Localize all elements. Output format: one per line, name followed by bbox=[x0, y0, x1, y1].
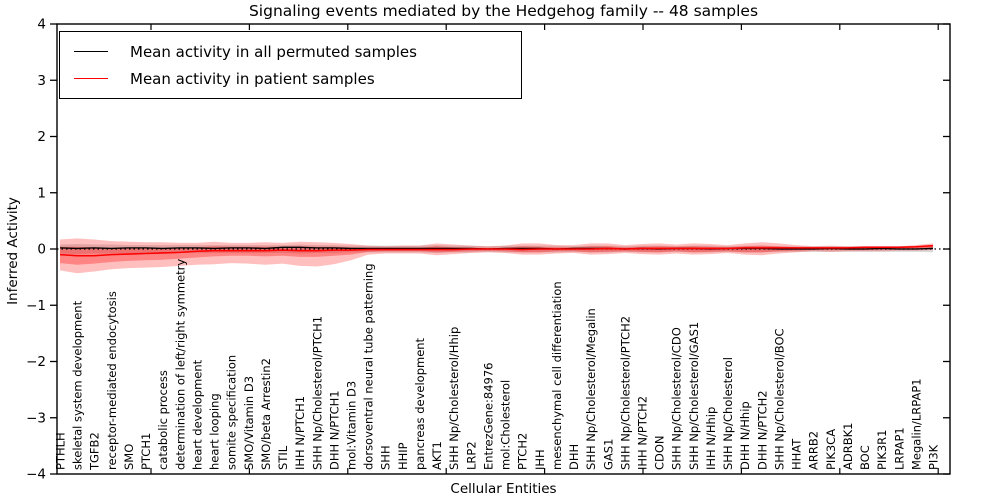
y-tick-label: 2 bbox=[37, 129, 46, 145]
y-tick-label: −2 bbox=[26, 354, 46, 370]
y-tick-label: 4 bbox=[37, 17, 46, 33]
x-category-label: AKT1 bbox=[430, 441, 444, 470]
x-category-label: SHH Np/Cholesterol/PTCH2 bbox=[618, 316, 632, 470]
x-category-label: SMO bbox=[122, 444, 136, 470]
x-category-label: HHIP bbox=[396, 442, 410, 470]
legend-item-permuted: Mean activity in all permuted samples bbox=[74, 38, 521, 65]
x-category-label: SHH Np/Cholesterol/CDO bbox=[670, 327, 684, 470]
legend-item-patient: Mean activity in patient samples bbox=[74, 65, 521, 92]
x-category-label: TGFB2 bbox=[88, 432, 102, 471]
x-category-label: mol:Cholesterol bbox=[499, 380, 513, 470]
x-category-label: IHH bbox=[533, 449, 547, 470]
x-category-label: SHH bbox=[379, 445, 393, 470]
y-tick-label: −1 bbox=[26, 298, 46, 314]
x-category-label: mol:Vitamin D3 bbox=[345, 381, 359, 470]
x-category-label: STIL bbox=[276, 445, 290, 470]
x-category-label: IHH N/Hhip bbox=[704, 407, 718, 470]
x-category-label: SHH Np/Cholesterol/Megalin bbox=[584, 308, 598, 470]
y-tick-label: −4 bbox=[26, 467, 46, 483]
x-category-label: SHH Np/Cholesterol bbox=[721, 357, 735, 470]
x-category-label: heart development bbox=[190, 359, 204, 470]
x-category-label: GAS1 bbox=[601, 439, 615, 470]
x-category-label: pancreas development bbox=[413, 337, 427, 470]
x-category-label: DHH N/PTCH1 bbox=[327, 390, 341, 470]
y-tick-label: −3 bbox=[26, 410, 46, 426]
x-category-label: mesenchymal cell differentiation bbox=[550, 281, 564, 470]
x-category-label: EntrezGene:84976 bbox=[481, 363, 495, 470]
x-category-label: heart looping bbox=[208, 393, 222, 470]
x-category-label: PTHLH bbox=[54, 432, 68, 470]
x-category-label: ADRBK1 bbox=[841, 423, 855, 470]
x-category-label: HHAT bbox=[790, 438, 804, 470]
x-category-label: LRPAP1 bbox=[892, 427, 906, 470]
x-category-label: BOC bbox=[858, 445, 872, 470]
x-category-label: DHH bbox=[567, 444, 581, 470]
patient-line-swatch bbox=[74, 78, 108, 79]
x-category-label: PIK3R1 bbox=[875, 430, 889, 471]
x-category-label: somite specification bbox=[225, 355, 239, 470]
x-category-label: SHH Np/Cholesterol/BOC bbox=[772, 328, 786, 470]
x-category-label: DHH N/Hhip bbox=[738, 401, 752, 470]
x-category-label: SMO/Vitamin D3 bbox=[242, 376, 256, 470]
x-axis-label: Cellular Entities bbox=[450, 481, 557, 497]
permuted-line-swatch bbox=[74, 51, 108, 52]
y-tick-label: 1 bbox=[37, 185, 46, 201]
x-category-label: dorsoventral neural tube patterning bbox=[362, 263, 376, 470]
x-category-label: determination of left/right symmetry bbox=[173, 259, 187, 470]
chart-title: Signaling events mediated by the Hedgeho… bbox=[248, 2, 759, 20]
x-category-label: LRP2 bbox=[464, 441, 478, 470]
x-category-label: CDON bbox=[653, 435, 667, 470]
x-category-label: SMO/beta Arrestin2 bbox=[259, 358, 273, 470]
x-category-label: DHH N/PTCH2 bbox=[755, 390, 769, 470]
legend: Mean activity in all permuted samples Me… bbox=[59, 31, 522, 99]
x-category-label: SHH Np/Cholesterol/PTCH1 bbox=[310, 316, 324, 470]
patient-mean-line bbox=[59, 244, 934, 257]
x-category-label: SHH Np/Cholesterol/Hhip bbox=[447, 327, 461, 470]
y-tick-label: 3 bbox=[37, 73, 46, 89]
x-category-label: IHH N/PTCH2 bbox=[636, 396, 650, 470]
x-category-label: IHH N/PTCH1 bbox=[293, 396, 307, 470]
legend-label-patient: Mean activity in patient samples bbox=[130, 69, 375, 88]
x-category-label: PTCH2 bbox=[516, 433, 530, 470]
y-tick-label: 0 bbox=[37, 242, 46, 258]
x-category-label: skeletal system development bbox=[71, 300, 85, 470]
x-category-label: PIK3CA bbox=[824, 429, 838, 470]
x-category-label: PI3K bbox=[927, 444, 941, 470]
x-category-label: receptor-mediated endocytosis bbox=[105, 291, 119, 470]
legend-label-permuted: Mean activity in all permuted samples bbox=[130, 42, 417, 61]
x-category-label: PTCH1 bbox=[139, 433, 153, 470]
x-category-label: SHH Np/Cholesterol/GAS1 bbox=[687, 322, 701, 470]
x-category-label: catabolic process bbox=[156, 370, 170, 470]
x-category-label: ARRB2 bbox=[807, 431, 821, 470]
x-category-label: Megalin/LRPAP1 bbox=[909, 378, 923, 470]
